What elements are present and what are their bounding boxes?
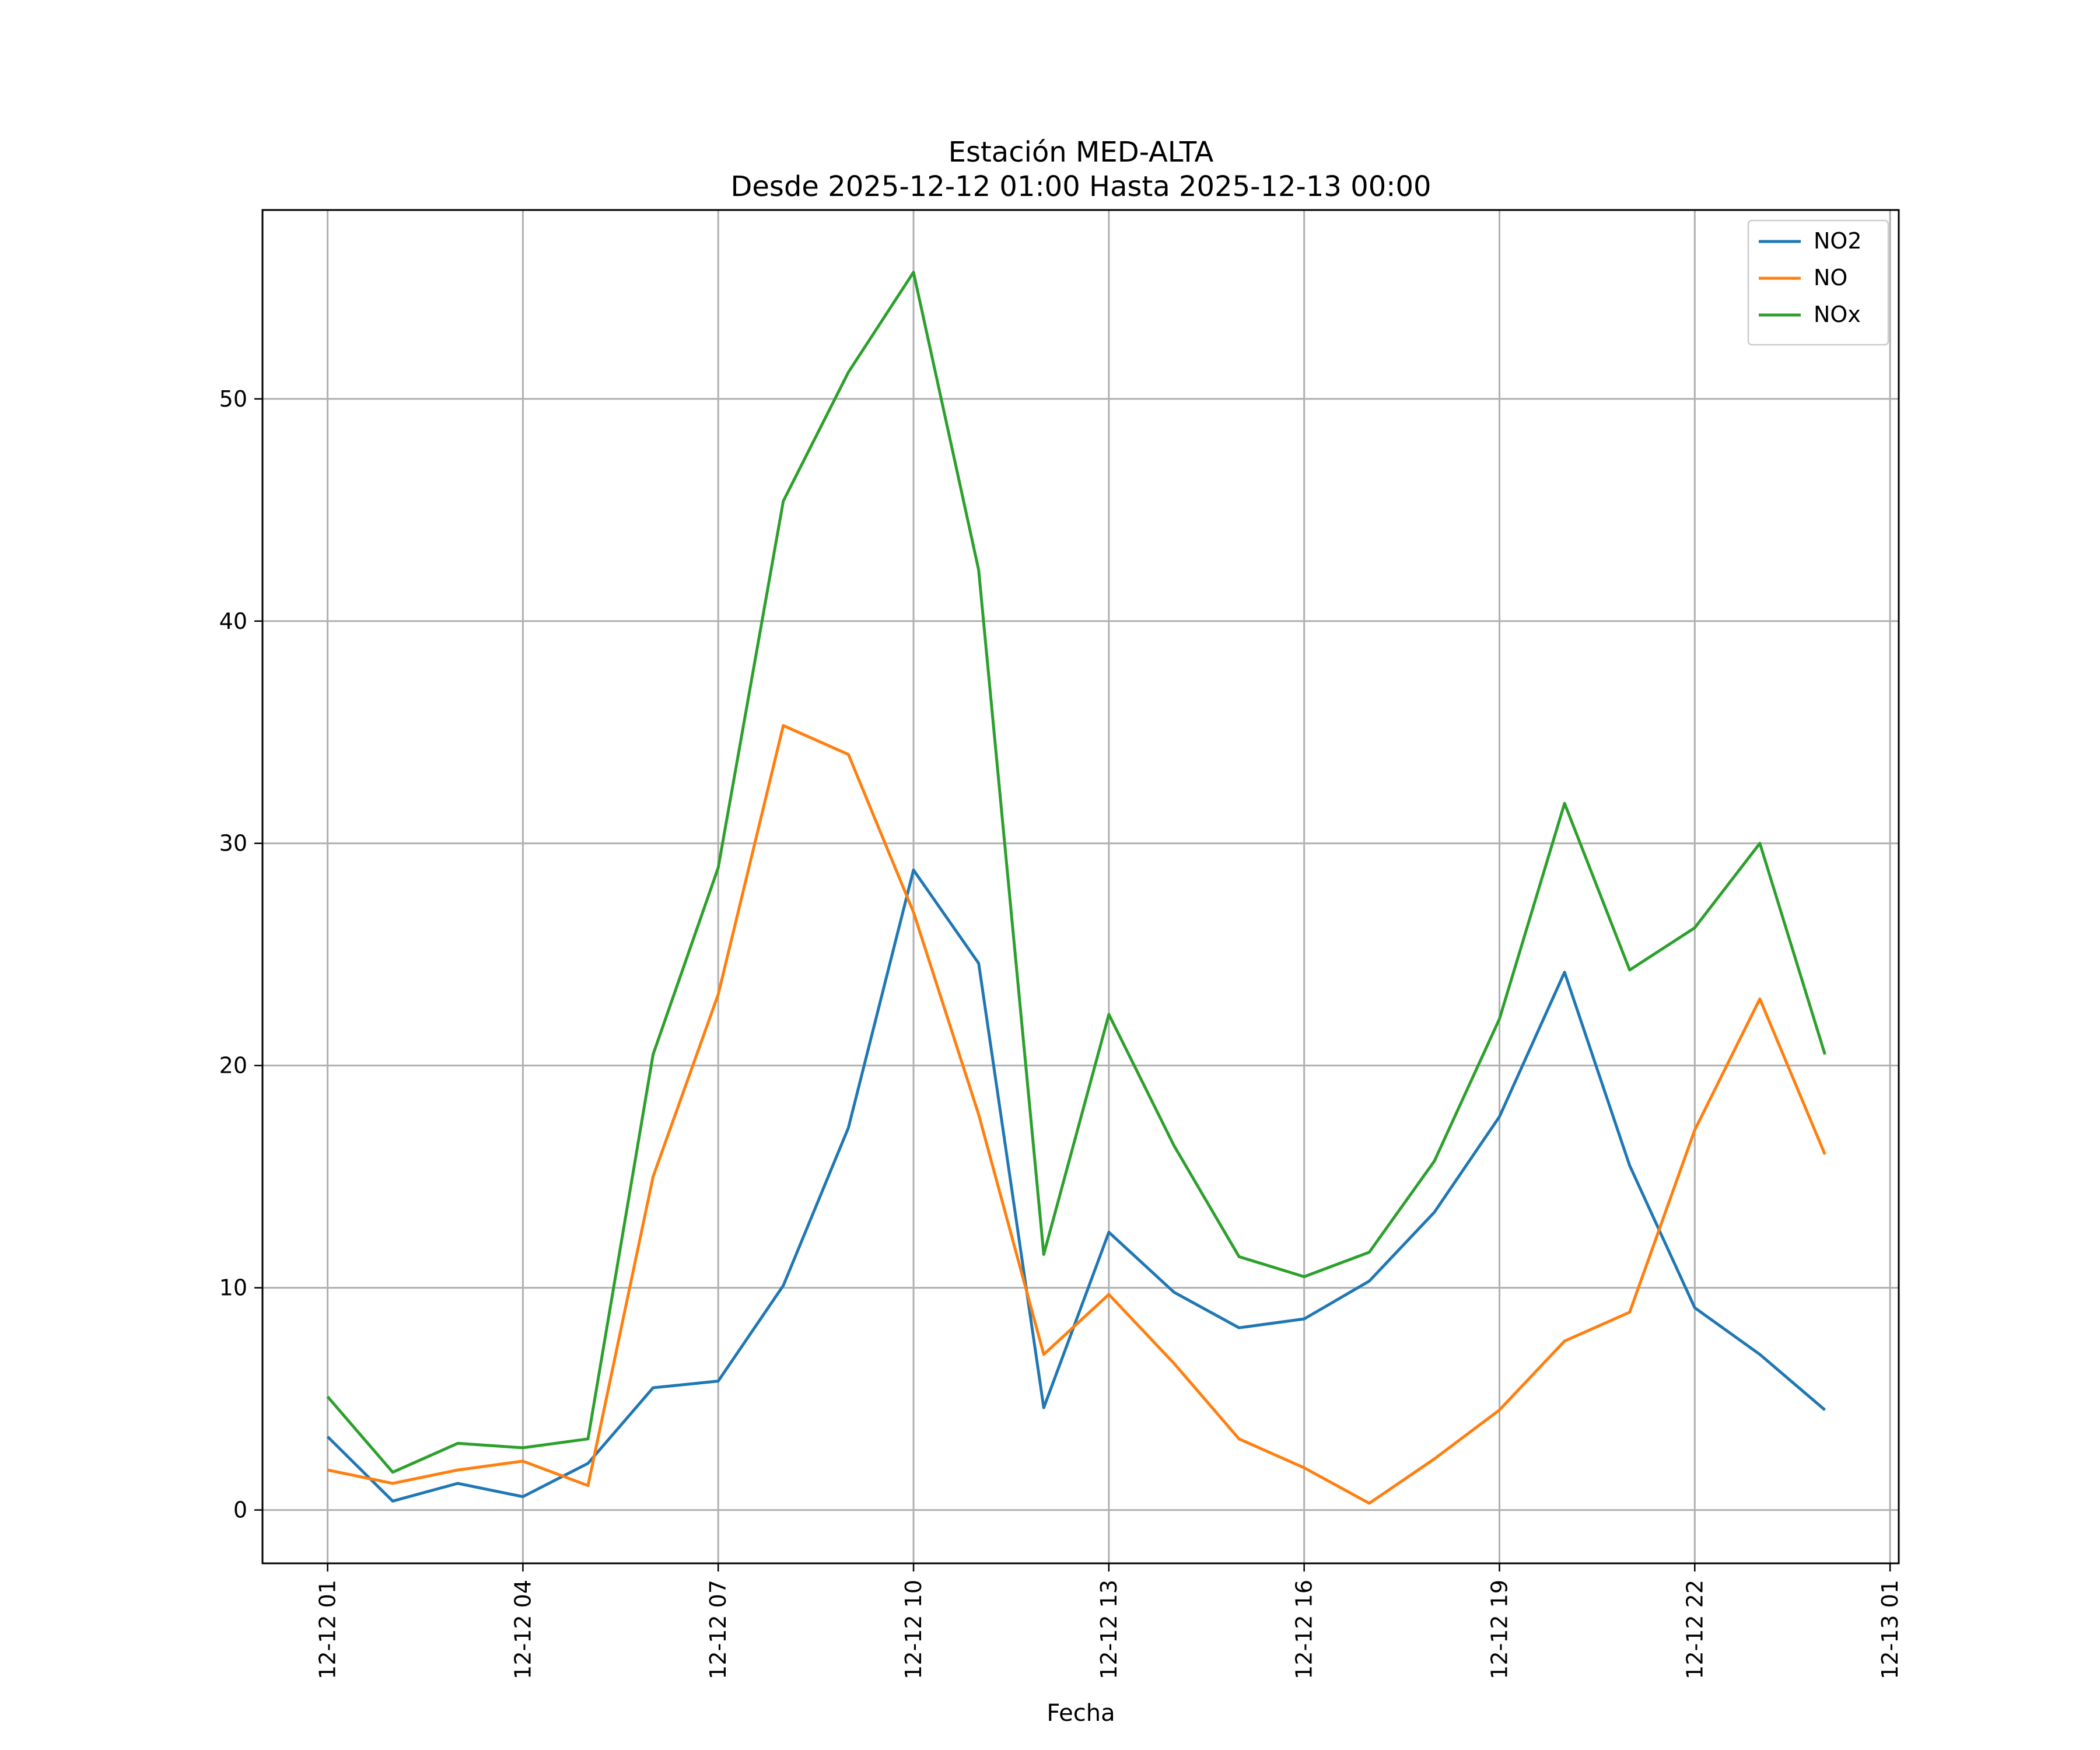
series-group	[326, 271, 1826, 1505]
x-tick-label: 12-12 01	[315, 1580, 341, 1679]
y-tick-label: 10	[219, 1275, 247, 1301]
x-tick-label: 12-13 01	[1877, 1580, 1903, 1679]
x-tick-label: 12-12 07	[705, 1580, 731, 1679]
legend-label-nox: NOx	[1814, 302, 1861, 327]
legend: NO2 NO NOx	[1747, 219, 1889, 346]
y-tick-label: 30	[219, 831, 247, 856]
series-line-no2	[326, 868, 1826, 1503]
x-tick-label: 12-12 19	[1486, 1580, 1512, 1679]
legend-label-no2: NO2	[1814, 228, 1862, 254]
x-tick-label: 12-12 22	[1682, 1580, 1707, 1679]
y-tick-label: 20	[219, 1053, 247, 1079]
x-tick-label: 12-12 04	[510, 1580, 536, 1679]
series-line-no	[327, 724, 1826, 1505]
chart-title-line-2: Desde 2025-12-12 01:00 Hasta 2025-12-13 …	[730, 170, 1431, 203]
x-tick-label: 12-12 10	[901, 1580, 926, 1679]
x-tick-label: 12-12 16	[1292, 1580, 1317, 1679]
plot-frame	[261, 209, 1900, 1564]
chart-title-line-1: Estación MED-ALTA	[949, 136, 1214, 169]
y-tick-label: 0	[233, 1497, 247, 1523]
x-tick-label: 12-12 13	[1096, 1580, 1122, 1679]
grid	[262, 210, 1899, 1563]
legend-label-no: NO	[1814, 265, 1847, 290]
axis-ticks: 12-12 01 12-12 04 12-12 07 12-12 10 12-12 13…	[219, 386, 1903, 1679]
y-tick-label: 50	[219, 386, 247, 412]
x-axis-label: Fecha	[1046, 1700, 1115, 1727]
series-line-nox	[326, 271, 1826, 1474]
y-tick-label: 40	[219, 608, 247, 634]
